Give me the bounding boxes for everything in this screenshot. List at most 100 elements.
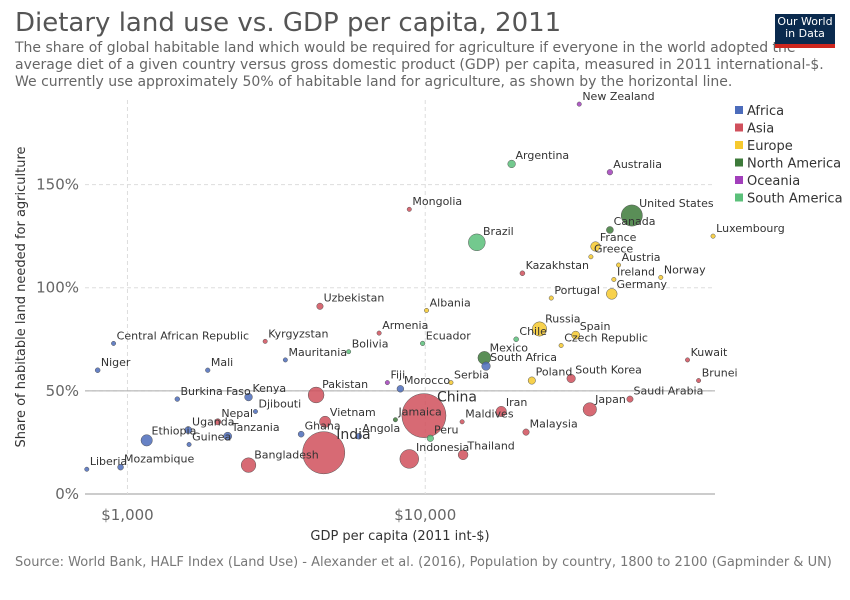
point-label: Ireland [617, 265, 655, 278]
bubble [606, 288, 618, 300]
point-label: Maldives [465, 408, 514, 421]
source-note: Source: World Bank, HALF Index (Land Use… [15, 555, 832, 570]
bubble [448, 380, 454, 386]
point-label: Australia [613, 158, 662, 171]
point-label: Tanzania [231, 421, 280, 434]
bubble [611, 277, 617, 282]
x-tick-label: $10,000 [394, 506, 456, 524]
bubble [481, 361, 491, 371]
bubble [396, 385, 405, 393]
point-label: Iran [506, 396, 528, 409]
x-axis-label: GDP per capita (2011 int-$) [310, 529, 489, 544]
bubble [240, 457, 257, 473]
legend-swatch [735, 123, 743, 132]
bubble [658, 274, 664, 280]
point-label: Morocco [404, 374, 450, 387]
point-label: New Zealand [582, 90, 654, 103]
point-label: South Africa [490, 351, 557, 364]
bubble [214, 418, 222, 426]
bubble [376, 330, 382, 336]
logo: Our World in Data [775, 14, 835, 48]
point-label: Greece [594, 243, 633, 256]
point-label: Brazil [483, 225, 514, 238]
bubble [384, 380, 390, 386]
bubble [457, 449, 469, 460]
point-label: Saudi Arabia [634, 385, 704, 398]
point-label: Djibouti [259, 397, 302, 410]
point-label: Serbia [454, 369, 489, 382]
bubble [282, 357, 288, 363]
point-label: Kenya [252, 382, 286, 395]
legend-label: Africa [747, 104, 784, 119]
bubble [184, 426, 193, 434]
bubble [588, 254, 594, 260]
chart-title: Dietary land use vs. GDP per capita, 201… [15, 8, 562, 38]
point-label: Bolivia [352, 338, 389, 351]
bubble [94, 367, 101, 373]
bubble [186, 442, 192, 447]
point-label: Kazakhstan [526, 259, 589, 272]
point-label: Chile [519, 325, 547, 338]
point-label: Indonesia [416, 441, 469, 454]
point-label: Thailand [467, 439, 515, 452]
chart-subtitle: The share of global habitable land which… [15, 40, 824, 90]
bubble [223, 431, 232, 441]
point-label: Bangladesh [254, 448, 319, 461]
bubble [262, 338, 268, 344]
x-tick-label: $1,000 [101, 506, 154, 524]
bubble [392, 417, 398, 423]
point-label: Ethiopia [152, 425, 197, 438]
bubble [205, 367, 211, 373]
bubble [468, 233, 486, 252]
point-label: Argentina [516, 149, 570, 162]
legend-label: Asia [747, 122, 774, 137]
point-label: Germany [616, 278, 667, 291]
bubble [522, 428, 530, 436]
legend-swatch [735, 176, 743, 184]
bubble [174, 396, 180, 402]
point-label: United States [639, 197, 714, 210]
legend-label: North America [747, 157, 841, 172]
bubble [582, 402, 597, 417]
point-label: India [336, 427, 370, 443]
bubble [513, 336, 519, 343]
legend-label: South America [747, 192, 843, 207]
point-label: France [600, 231, 637, 244]
point-label: Central African Republic [117, 329, 249, 342]
bubble [424, 307, 429, 313]
point-label: Kuwait [691, 346, 728, 359]
y-axis-label: Share of habitable land needed for agric… [14, 146, 29, 447]
point-label: Ecuador [426, 329, 471, 342]
bubble [616, 262, 622, 268]
logo-line: in Data [785, 27, 825, 40]
bubble [420, 340, 426, 346]
bubble [459, 419, 465, 425]
bubble [346, 349, 352, 355]
bubble [307, 386, 325, 404]
bubble [696, 378, 702, 383]
point-label: Pakistan [322, 378, 368, 391]
point-label: Peru [434, 424, 459, 437]
bubble [571, 330, 580, 340]
point-label: Burkina Faso [181, 385, 251, 398]
point-label: Albania [430, 296, 471, 309]
bubble [399, 449, 419, 469]
y-tick-label: 150% [36, 176, 79, 194]
bubble [316, 302, 324, 310]
y-tick-label: 50% [46, 382, 79, 400]
point-label: Angola [362, 422, 400, 435]
point-label: Mexico [490, 342, 529, 355]
point-label: Armenia [382, 319, 428, 332]
bubble [297, 430, 305, 438]
point-label: Uganda [192, 415, 234, 428]
bubble [620, 204, 643, 227]
bubble [401, 393, 447, 438]
point-label: Mauritania [288, 346, 347, 359]
bubble [519, 270, 526, 277]
point-label: Liberia [90, 455, 127, 468]
bubble [355, 433, 362, 440]
point-label: Ghana [305, 420, 341, 433]
point-label: Kyrgyzstan [268, 327, 328, 340]
